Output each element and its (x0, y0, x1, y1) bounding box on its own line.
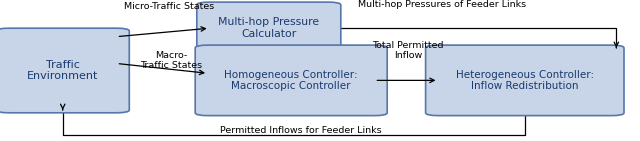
Text: Multi-hop Pressure
Calculator: Multi-hop Pressure Calculator (218, 17, 319, 39)
Text: Macro-
Traffic States: Macro- Traffic States (140, 51, 203, 70)
FancyBboxPatch shape (0, 28, 129, 113)
Text: Heterogeneous Controller:
Inflow Redistribution: Heterogeneous Controller: Inflow Redistr… (456, 70, 594, 91)
Text: Micro-Traffic States: Micro-Traffic States (124, 2, 215, 11)
FancyBboxPatch shape (195, 45, 387, 116)
Text: Traffic
Environment: Traffic Environment (27, 60, 99, 81)
FancyBboxPatch shape (197, 2, 340, 54)
Text: Homogeneous Controller:
Macroscopic Controller: Homogeneous Controller: Macroscopic Cont… (225, 70, 358, 91)
Text: Permitted Inflows for Feeder Links: Permitted Inflows for Feeder Links (220, 126, 381, 135)
FancyBboxPatch shape (426, 45, 624, 116)
Text: Multi-hop Pressures of Feeder Links: Multi-hop Pressures of Feeder Links (358, 0, 525, 9)
Text: Total Permitted
Inflow: Total Permitted Inflow (372, 41, 444, 60)
